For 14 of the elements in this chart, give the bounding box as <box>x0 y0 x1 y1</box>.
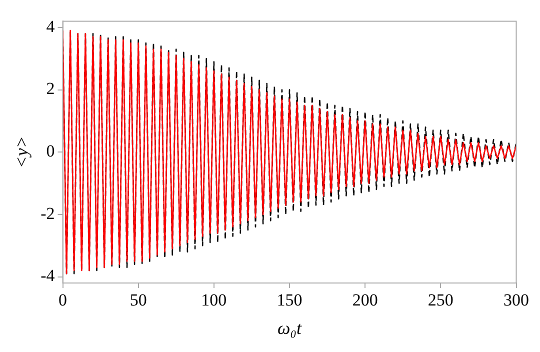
x-tick-label: 50 <box>130 290 147 310</box>
x-tick-label: 250 <box>428 290 454 310</box>
y-axis-title: <y> <box>12 136 32 168</box>
y-tick-label: -2 <box>40 204 55 223</box>
x-tick-label: 300 <box>504 290 529 310</box>
x-tick-label: 200 <box>352 290 378 310</box>
y-tick-label: 2 <box>46 79 55 98</box>
y-tick-label: 4 <box>46 16 56 36</box>
x-tick-label: 100 <box>201 290 227 310</box>
x-tick-label: 0 <box>58 290 68 310</box>
y-tick-label: 0 <box>46 142 55 161</box>
x-axis-title: ω₀t <box>278 318 302 338</box>
y-tick-label: -4 <box>40 266 56 286</box>
x-tick-label: 150 <box>276 290 302 310</box>
